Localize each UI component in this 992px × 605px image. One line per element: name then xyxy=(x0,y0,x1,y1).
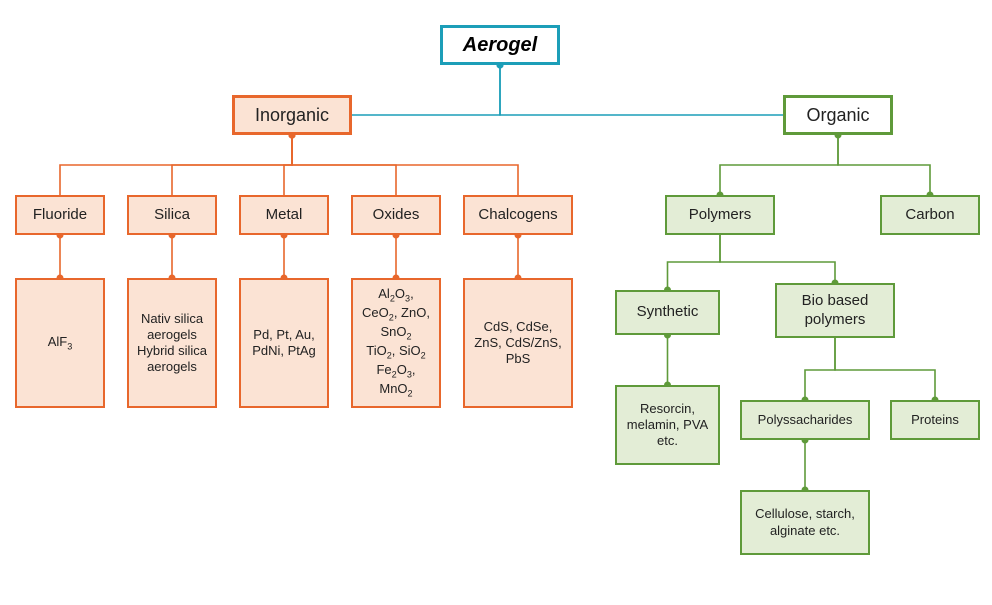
node-fluoride: Fluoride xyxy=(15,195,105,235)
node-silica_d: Nativ silica aerogels Hybrid silica aero… xyxy=(127,278,217,408)
node-polysac_d: Cellulose, starch, alginate etc. xyxy=(740,490,870,555)
node-polysac_d-label: Cellulose, starch, alginate etc. xyxy=(748,506,862,539)
node-metal: Metal xyxy=(239,195,329,235)
node-oxides_d: Al2O3,CeO2, ZnO,SnO2TiO2, SiO2Fe2O3,MnO2 xyxy=(351,278,441,408)
node-oxides_d-label: Al2O3,CeO2, ZnO,SnO2TiO2, SiO2Fe2O3,MnO2 xyxy=(362,286,430,400)
node-oxides-label: Oxides xyxy=(373,206,420,225)
node-oxides: Oxides xyxy=(351,195,441,235)
node-polymers-label: Polymers xyxy=(689,206,752,225)
node-metal-label: Metal xyxy=(266,206,303,225)
node-inorganic: Inorganic xyxy=(232,95,352,135)
node-organic: Organic xyxy=(783,95,893,135)
node-synthetic-label: Synthetic xyxy=(637,303,699,322)
node-synth_d: Resorcin, melamin, PVA etc. xyxy=(615,385,720,465)
node-organic-label: Organic xyxy=(806,104,869,127)
node-carbon-label: Carbon xyxy=(905,206,954,225)
node-chalc_d-label: CdS, CdSe, ZnS, CdS/ZnS, PbS xyxy=(471,319,565,368)
node-fluoride-label: Fluoride xyxy=(33,206,87,225)
node-metal_d: Pd, Pt, Au, PdNi, PtAg xyxy=(239,278,329,408)
node-proteins: Proteins xyxy=(890,400,980,440)
node-fluoride_d-label: AlF3 xyxy=(48,334,73,353)
node-chalc-label: Chalcogens xyxy=(478,206,557,225)
node-root-label: Aerogel xyxy=(463,33,537,58)
node-proteins-label: Proteins xyxy=(911,412,959,428)
node-polymers: Polymers xyxy=(665,195,775,235)
node-silica-label: Silica xyxy=(154,206,190,225)
node-carbon: Carbon xyxy=(880,195,980,235)
node-synthetic: Synthetic xyxy=(615,290,720,335)
node-silica: Silica xyxy=(127,195,217,235)
node-chalc: Chalcogens xyxy=(463,195,573,235)
node-polysac-label: Polyssacharides xyxy=(758,412,853,428)
node-silica_d-label: Nativ silica aerogels Hybrid silica aero… xyxy=(135,311,209,376)
node-biobased: Bio based polymers xyxy=(775,283,895,338)
node-inorganic-label: Inorganic xyxy=(255,104,329,127)
node-metal_d-label: Pd, Pt, Au, PdNi, PtAg xyxy=(247,327,321,360)
node-chalc_d: CdS, CdSe, ZnS, CdS/ZnS, PbS xyxy=(463,278,573,408)
node-polysac: Polyssacharides xyxy=(740,400,870,440)
node-fluoride_d: AlF3 xyxy=(15,278,105,408)
node-biobased-label: Bio based polymers xyxy=(783,292,887,330)
node-synth_d-label: Resorcin, melamin, PVA etc. xyxy=(623,401,712,450)
node-root: Aerogel xyxy=(440,25,560,65)
